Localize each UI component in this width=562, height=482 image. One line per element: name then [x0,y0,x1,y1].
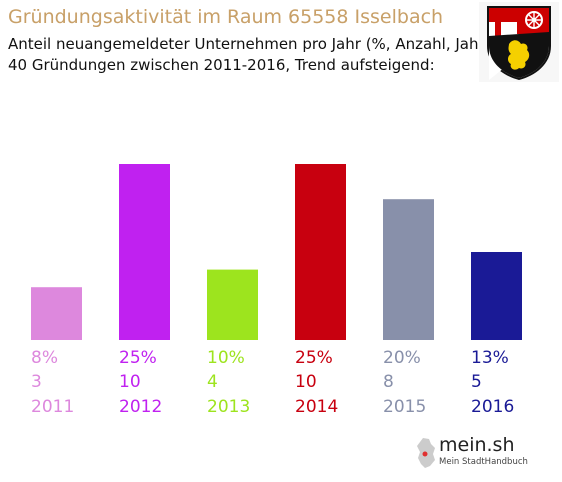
coat-of-arms-icon [479,2,559,82]
percent-label-2012: 25% [119,348,157,368]
count-label-2011: 3 [31,372,42,392]
bar-2015 [383,199,434,340]
bar-2012 [119,164,170,340]
chart-subtitle: Anteil neuangemeldeter Unternehmen pro J… [8,35,491,53]
bar-2014 [295,164,346,340]
bar-2011 [31,287,82,340]
count-label-2013: 4 [207,372,218,392]
percent-label-2015: 20% [383,348,421,368]
chart-subtitle-summary: 40 Gründungen zwischen 2011-2016, Trend … [8,56,435,74]
count-label-2014: 10 [295,372,317,392]
year-label-2016: 2016 [471,397,515,417]
chart-title: Gründungsaktivität im Raum 65558 Isselba… [8,6,444,28]
year-label-2012: 2012 [119,397,163,417]
year-label-2014: 2014 [295,397,339,417]
count-label-2015: 8 [383,372,394,392]
count-label-2012: 10 [119,372,141,392]
logo-tagline: Mein StadtHandbuch [439,457,528,467]
percent-label-2016: 13% [471,348,509,368]
percent-label-2011: 8% [31,348,58,368]
percent-label-2014: 25% [295,348,333,368]
count-label-2016: 5 [471,372,482,392]
bar-2016 [471,252,522,340]
year-label-2013: 2013 [207,397,251,417]
year-label-2015: 2015 [383,397,427,417]
percent-label-2013: 10% [207,348,245,368]
mein-sh-logo[interactable]: mein.sh Mein StadtHandbuch [415,432,555,474]
germany-map-icon [417,438,435,468]
logo-name: mein.sh [439,434,515,456]
bar-2013 [207,269,258,340]
year-label-2011: 2011 [31,397,75,417]
